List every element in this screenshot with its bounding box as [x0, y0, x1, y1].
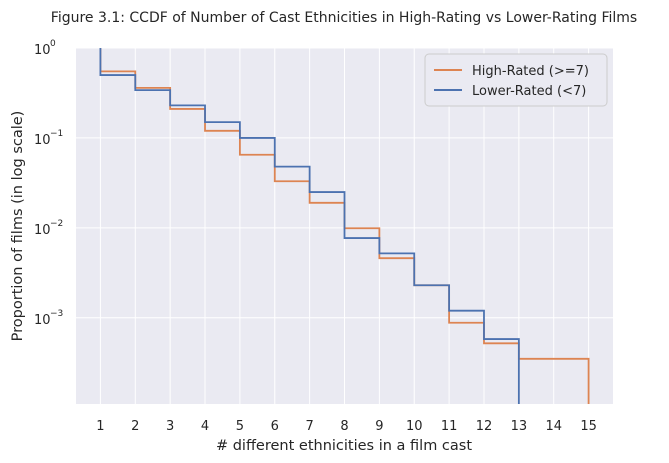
- x-tick-label: 7: [305, 419, 313, 434]
- x-tick-label: 1: [96, 419, 104, 434]
- y-tick-exponent: −3: [50, 309, 63, 319]
- y-tick-label: 10 −1: [34, 129, 63, 148]
- x-tick-label: 9: [375, 419, 383, 434]
- y-tick-exponent: −2: [50, 219, 63, 229]
- x-tick-label: 10: [406, 419, 423, 434]
- chart-title: Figure 3.1: CCDF of Number of Cast Ethni…: [51, 10, 637, 26]
- x-tick-label: 15: [580, 419, 597, 434]
- x-tick-label: 6: [271, 419, 279, 434]
- x-tick-label: 11: [441, 419, 458, 434]
- y-tick-base: 10: [34, 313, 51, 328]
- x-axis-label: # different ethnicities in a film cast: [216, 438, 472, 454]
- x-tick-label: 3: [166, 419, 174, 434]
- x-tick-labels: 1 2 3 4 5 6 7 8 9 10 11 12 13 14 15: [96, 419, 597, 434]
- legend: High-Rated (>=7) Lower-Rated (<7): [424, 53, 608, 107]
- y-tick-base: 10: [34, 223, 51, 238]
- legend-label-high-rated: High-Rated (>=7): [472, 64, 589, 79]
- y-tick-label: 10 0: [34, 39, 56, 58]
- x-tick-label: 13: [511, 419, 528, 434]
- legend-label-lower-rated: Lower-Rated (<7): [472, 84, 586, 99]
- y-tick-base: 10: [34, 133, 51, 148]
- x-tick-label: 8: [340, 419, 348, 434]
- y-tick-exponent: −1: [50, 129, 63, 139]
- y-tick-exponent: 0: [50, 39, 56, 49]
- x-tick-label: 2: [131, 419, 139, 434]
- y-tick-label: 10 −3: [34, 309, 63, 328]
- y-tick-base: 10: [34, 43, 51, 58]
- x-tick-label: 5: [236, 419, 244, 434]
- x-tick-label: 4: [201, 419, 209, 434]
- series-lines: [99, 48, 590, 404]
- y-tick-label: 10 −2: [34, 219, 63, 238]
- legend-box: [424, 53, 608, 107]
- x-tick-label: 14: [545, 419, 562, 434]
- x-tick-label: 12: [476, 419, 493, 434]
- y-axis-label: Proportion of films (in log scale): [10, 111, 26, 342]
- series-line-lower-rated: [99, 48, 520, 404]
